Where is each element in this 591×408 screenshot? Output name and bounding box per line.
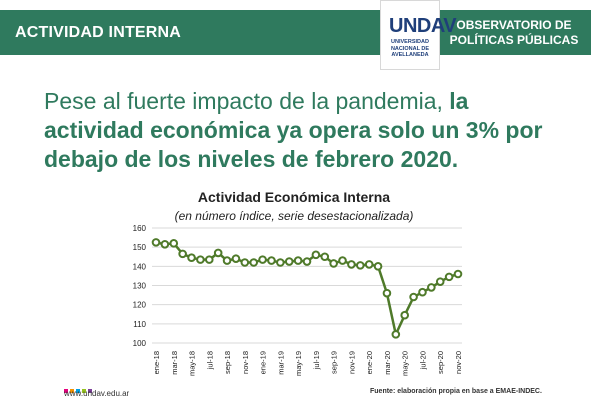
data-point (347, 260, 356, 269)
x-tick-label: may-20 (401, 351, 410, 376)
data-point (329, 259, 338, 268)
x-tick-label: ene-19 (259, 351, 268, 374)
data-point (435, 277, 445, 286)
header-bar (0, 10, 591, 55)
y-axis: 100 110 120 130 140 150 160 (133, 224, 147, 348)
data-point (249, 258, 259, 267)
data-point (302, 257, 312, 266)
logo-mark: UNDAV (389, 15, 457, 37)
observatorio-title: OBSERVATORIO DE POLÍTICAS PÚBLICAS (446, 18, 582, 48)
x-tick-label: mar-19 (276, 351, 285, 375)
data-point (293, 256, 303, 265)
undav-logo: UNDAV UNIVERSIDAD NACIONAL DE AVELLANEDA (380, 0, 457, 70)
data-point (258, 255, 267, 264)
x-tick-label: nov-18 (241, 351, 250, 374)
data-point (364, 260, 374, 269)
observatorio-line-1: OBSERVATORIO DE (456, 18, 572, 32)
dot-icon (64, 389, 68, 393)
x-tick-label: sep-18 (223, 351, 232, 374)
data-point (284, 257, 294, 266)
x-tick-label: ene-18 (152, 351, 161, 374)
data-point (338, 256, 347, 265)
logo-subtitle: UNIVERSIDAD NACIONAL DE AVELLANEDA (390, 39, 430, 58)
data-point (418, 287, 427, 297)
x-tick-label: sep-19 (330, 351, 339, 374)
data-point (267, 256, 276, 265)
data-point (240, 258, 250, 267)
data-point (382, 288, 392, 298)
data-point (187, 253, 196, 263)
data-point (400, 310, 410, 320)
y-tick-label: 160 (133, 224, 147, 233)
headline-light: Pese al fuerte impacto de la pandemia, (44, 88, 443, 114)
x-tick-label: jul-19 (312, 351, 321, 370)
data-point (311, 250, 321, 260)
observatorio-line-2: POLÍTICAS PÚBLICAS (449, 33, 579, 47)
chart-subtitle: (en número índice, serie desestacionaliz… (175, 209, 414, 223)
markers (151, 238, 463, 339)
data-point (196, 255, 205, 264)
y-tick-label: 130 (133, 282, 147, 291)
y-tick-label: 120 (133, 301, 147, 310)
data-point (213, 248, 223, 258)
x-tick-label: mar-18 (170, 351, 179, 375)
website-link[interactable]: www.undav.edu.ar (64, 389, 130, 398)
data-point (453, 269, 463, 279)
data-point (444, 272, 454, 282)
data-point (355, 261, 365, 270)
y-tick-label: 150 (133, 243, 147, 252)
dot-icon (70, 389, 74, 393)
x-tick-label: ene-20 (365, 351, 374, 374)
section-title: ACTIVIDAD INTERNA (15, 24, 182, 41)
dot-icon (88, 389, 92, 393)
data-point (409, 292, 418, 302)
data-point (276, 258, 285, 267)
data-point (160, 239, 170, 249)
x-axis: ene-18 mar-18 may-18 jul-18 sep-18 nov-18 ene-… (152, 351, 463, 376)
grid (152, 227, 462, 344)
x-tick-label: mar-20 (383, 351, 392, 375)
x-tick-label: may-19 (294, 351, 303, 376)
data-point (231, 254, 241, 263)
data-point (178, 249, 187, 259)
data-point (151, 238, 161, 247)
x-tick-label: jul-20 (418, 351, 427, 370)
headline-bold: la actividad económica ya opera solo un … (44, 88, 543, 172)
data-point (427, 283, 436, 292)
chart-title: Actividad Económica Interna (198, 189, 390, 205)
data-point (391, 330, 401, 339)
headline: Pese al fuerte impacto de la pandemia, l… (44, 87, 564, 174)
x-tick-label: nov-19 (347, 351, 356, 374)
source-note: Fuente: elaboración propia en base a EMA… (370, 388, 542, 395)
data-point (373, 262, 383, 271)
x-tick-label: jul-18 (205, 351, 214, 370)
y-tick-label: 110 (133, 320, 146, 329)
x-tick-label: sep-20 (436, 351, 445, 374)
y-tick-label: 140 (133, 262, 147, 271)
x-tick-label: may-18 (188, 351, 197, 376)
data-point (169, 239, 179, 248)
x-tick-label: nov-20 (454, 351, 463, 374)
y-tick-label: 100 (133, 339, 147, 348)
data-point (204, 255, 214, 264)
dot-icon (76, 389, 80, 393)
dot-icon (82, 389, 86, 393)
brand-dots (64, 380, 94, 398)
data-point (222, 256, 232, 265)
data-point (320, 252, 330, 262)
